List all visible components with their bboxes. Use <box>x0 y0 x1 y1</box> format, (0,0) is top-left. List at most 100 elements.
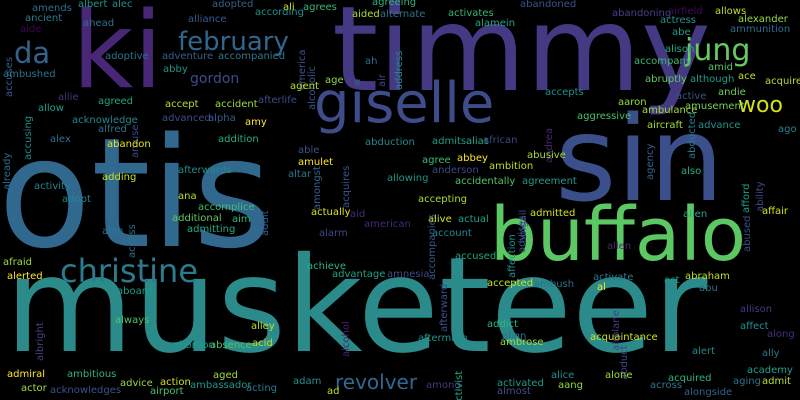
cloud-word: ally <box>762 348 780 359</box>
cloud-word: accepting <box>418 194 468 205</box>
cloud-word: along <box>767 329 795 340</box>
cloud-word: abruptly <box>645 74 687 85</box>
cloud-word: alone <box>605 370 633 381</box>
cloud-word: anderson <box>432 165 479 176</box>
cloud-word: aided <box>352 9 380 20</box>
cloud-word: ambassador <box>190 380 252 391</box>
cloud-word: agrees <box>303 2 337 13</box>
cloud-word: activity <box>34 181 71 192</box>
cloud-word: accepted <box>487 278 534 289</box>
cloud-word: alive <box>428 214 452 225</box>
cloud-word: actual <box>458 214 489 225</box>
cloud-word: abbey <box>457 153 488 164</box>
cloud-word: agreed <box>98 96 134 107</box>
cloud-word: accomplice <box>198 202 255 213</box>
cloud-word: alarm <box>319 228 348 239</box>
cloud-word: allows <box>715 6 747 17</box>
cloud-word: accompanies <box>427 214 438 280</box>
cloud-word: ali <box>283 2 295 13</box>
cloud-word: christine <box>60 252 198 290</box>
cloud-word: admits <box>432 136 467 147</box>
cloud-word: alamein <box>475 18 516 29</box>
cloud-word: action <box>160 377 191 388</box>
cloud-word: gordon <box>190 71 240 87</box>
cloud-word: adding <box>102 172 137 183</box>
cloud-word: active <box>676 91 707 102</box>
cloud-word: agent <box>290 81 319 92</box>
cloud-word: ahead <box>83 18 115 29</box>
cloud-word: account <box>432 228 472 239</box>
cloud-word: amy <box>245 117 267 128</box>
cloud-word: allie <box>58 92 79 103</box>
cloud-word: activated <box>497 378 544 389</box>
cloud-word: aged <box>213 370 238 381</box>
cloud-word: among <box>426 380 461 391</box>
cloud-word: also <box>681 166 702 177</box>
cloud-word: abby <box>163 64 188 75</box>
cloud-word: ana <box>178 191 197 202</box>
cloud-word: academy <box>747 365 793 376</box>
cloud-word: acknowledges <box>50 385 122 396</box>
cloud-word: age <box>325 75 344 86</box>
cloud-word: affair <box>762 206 789 217</box>
cloud-word: adoptive <box>105 51 149 62</box>
cloud-word: alongside <box>684 387 733 398</box>
cloud-word: adopted <box>212 0 254 10</box>
cloud-word: ah <box>365 56 378 67</box>
cloud-word: alias <box>466 136 490 147</box>
cloud-word: ambulance <box>642 105 698 116</box>
cloud-word: acting <box>246 383 278 394</box>
cloud-word: ambitious <box>67 369 117 380</box>
cloud-word: accident <box>215 99 258 110</box>
cloud-word: according <box>255 7 304 18</box>
cloud-word: accepts <box>545 87 584 98</box>
cloud-word: buffalo <box>490 192 747 278</box>
cloud-word: advises <box>517 215 528 253</box>
cloud-word: altar <box>288 169 312 180</box>
cloud-word: always <box>115 315 150 326</box>
cloud-word: alerted <box>7 271 43 282</box>
cloud-word: giselle <box>314 71 495 136</box>
cloud-word: acquires <box>341 165 352 208</box>
cloud-word: admiral <box>7 369 46 380</box>
cloud-word: alert <box>692 346 716 357</box>
cloud-word: ambushed <box>3 69 56 80</box>
cloud-word: afraid <box>3 257 33 268</box>
cloud-word: alliance <box>188 14 227 25</box>
cloud-word: andie <box>718 87 746 98</box>
cloud-word: woo <box>738 93 783 118</box>
cloud-word: acknowledge <box>72 115 138 126</box>
cloud-word: adam <box>293 376 322 387</box>
cloud-word: activates <box>448 8 494 19</box>
cloud-word: admitted <box>530 208 576 219</box>
cloud-word: alison <box>665 44 695 55</box>
cloud-word: accusing <box>23 115 34 160</box>
cloud-word: alexander <box>738 14 788 25</box>
cloud-word: acquire <box>765 76 800 87</box>
cloud-word: sin <box>555 90 725 228</box>
cloud-word: access <box>127 224 138 258</box>
cloud-word: amusement <box>685 101 745 112</box>
cloud-word: aid <box>350 209 366 220</box>
cloud-word: agreement <box>522 176 577 187</box>
cloud-word: able <box>298 145 320 156</box>
cloud-word: advantage <box>332 269 386 280</box>
cloud-word: allow <box>38 103 64 114</box>
cloud-word: advance <box>698 120 741 131</box>
cloud-word: ambition <box>489 161 534 172</box>
cloud-word: abused <box>742 215 753 252</box>
cloud-word: actually <box>311 207 351 218</box>
cloud-word: aaron <box>618 97 647 108</box>
cloud-word: ago <box>778 124 797 135</box>
cloud-word: although <box>690 74 735 85</box>
cloud-word: alley <box>251 321 275 332</box>
cloud-word: abandoning <box>612 8 672 19</box>
cloud-word: ancient <box>25 13 63 24</box>
cloud-word: affection <box>507 234 518 278</box>
cloud-word: adult <box>260 210 271 236</box>
cloud-word: aggressive <box>577 111 632 122</box>
cloud-word: address <box>394 50 405 90</box>
cloud-word: actress <box>660 15 697 26</box>
cloud-word: amnesia <box>387 269 430 280</box>
cloud-word: allen <box>607 241 632 252</box>
